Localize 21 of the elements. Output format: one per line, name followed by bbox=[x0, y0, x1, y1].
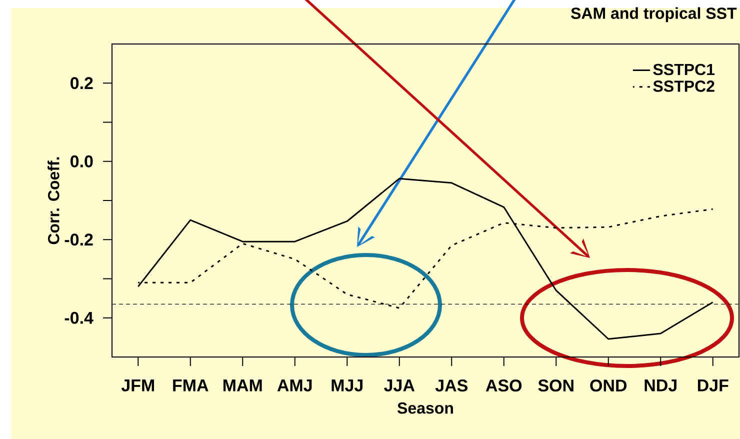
x-tick-label: JAS bbox=[435, 380, 468, 392]
y-axis-title: Corr. Coeff. bbox=[48, 157, 60, 244]
x-tick-label: OND bbox=[590, 380, 627, 392]
x-tick-label: SON bbox=[538, 380, 574, 392]
x-tick-label: NDJ bbox=[644, 380, 676, 392]
chart-title: SAM and tropical SST bbox=[571, 7, 737, 22]
x-tick-label: AMJ bbox=[277, 380, 312, 392]
x-tick-label: JFM bbox=[121, 380, 154, 392]
x-tick-label: FMA bbox=[173, 380, 208, 392]
x-tick-label: MAM bbox=[223, 380, 262, 392]
x-axis-title: Season bbox=[398, 402, 453, 414]
x-tick-label: JJA bbox=[384, 380, 415, 392]
x-tick-label: MJJ bbox=[332, 380, 362, 392]
y-tick-label: -0.4 bbox=[64, 312, 94, 324]
x-tick-label: DJF bbox=[698, 380, 728, 392]
y-tick-label: 0.2 bbox=[70, 77, 93, 90]
legend-label: SSTPC1 bbox=[653, 64, 715, 76]
y-tick-label: 0.0 bbox=[70, 155, 93, 168]
x-tick-label: ASO bbox=[486, 380, 522, 392]
legend-label: SSTPC2 bbox=[653, 80, 714, 92]
y-tick-label: -0.2 bbox=[64, 234, 93, 246]
